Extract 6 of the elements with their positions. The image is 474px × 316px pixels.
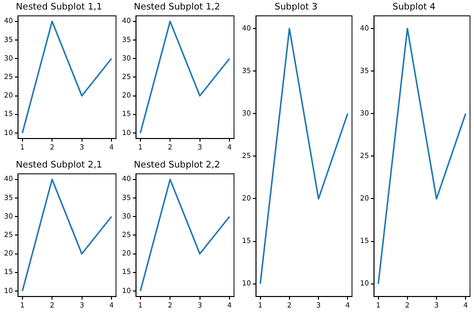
chart-title: Subplot 4 [392,2,436,13]
chart-title: Nested Subplot 2,2 [134,160,220,171]
chart-title: Nested Subplot 2,1 [16,160,102,171]
chart-title: Subplot 3 [274,2,318,13]
chart-title: Nested Subplot 1,1 [16,2,102,13]
chart-title: Nested Subplot 1,2 [134,2,220,13]
